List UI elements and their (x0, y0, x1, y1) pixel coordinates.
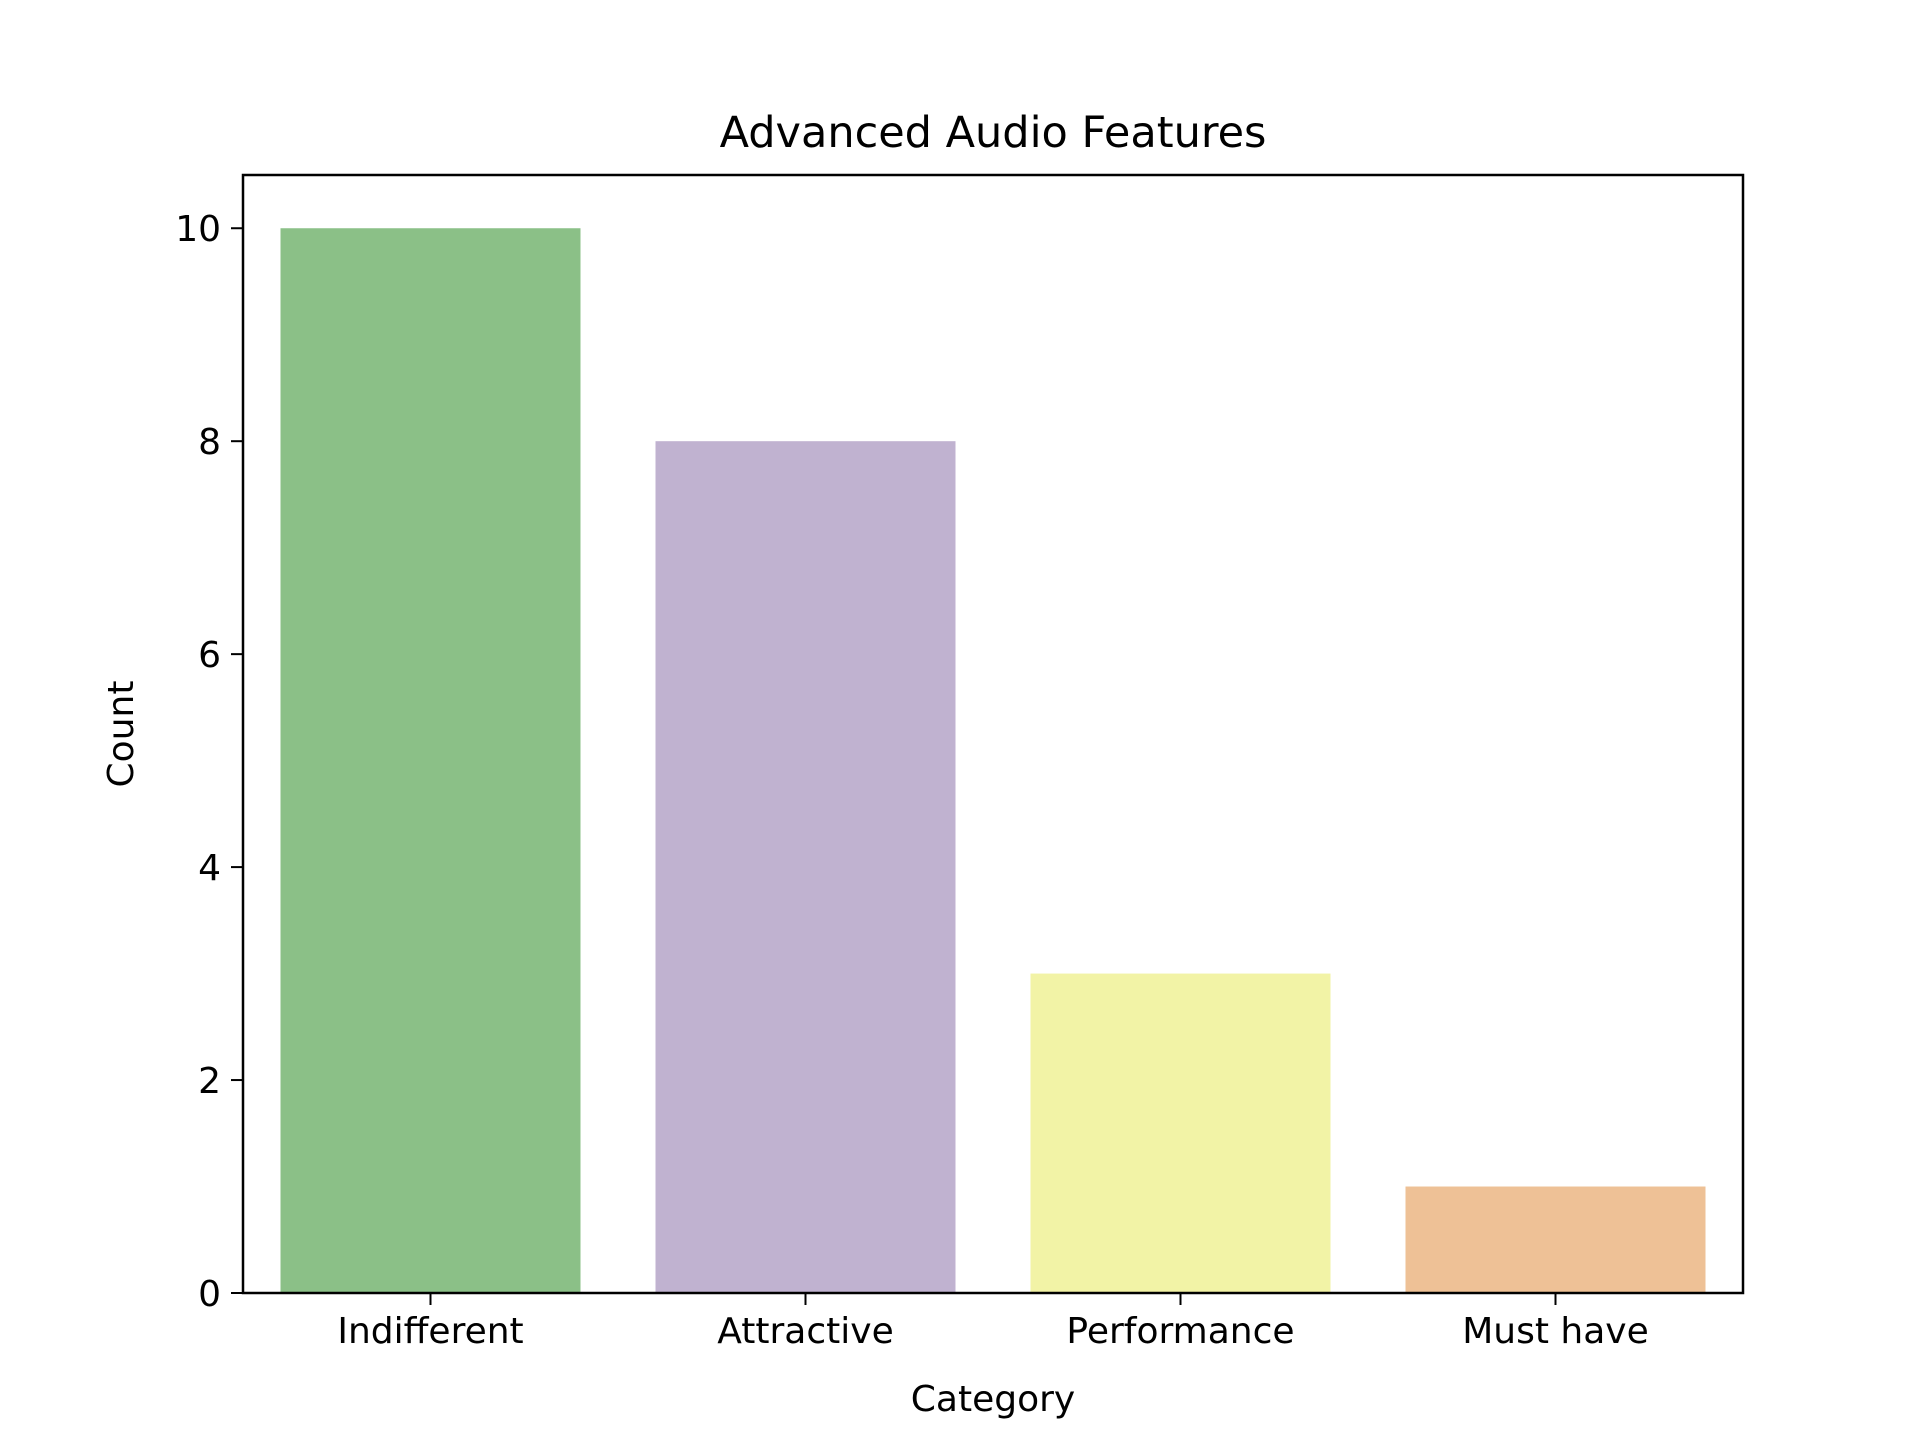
bar-indifferent (280, 228, 581, 1294)
bar-must-have (1405, 1186, 1706, 1293)
x-tick-label: Attractive (717, 1311, 893, 1352)
plot-frame (241, 173, 1745, 1295)
bar-performance (1030, 973, 1331, 1293)
y-axis-label: Count (101, 681, 142, 788)
y-tick-label: 10 (175, 209, 221, 250)
bar-attractive (655, 441, 956, 1293)
y-tick-label: 6 (198, 635, 221, 676)
chart-title: Advanced Audio Features (720, 108, 1267, 158)
y-tick-label: 4 (198, 848, 221, 889)
x-axis-label: Category (911, 1379, 1075, 1420)
x-axis-ticks: Indifferent Attractive Performance Must hav… (337, 1293, 1649, 1352)
bars-group (280, 228, 1706, 1294)
y-tick-label: 2 (198, 1061, 221, 1102)
x-tick-label: Indifferent (337, 1311, 523, 1352)
y-tick-label: 0 (198, 1274, 221, 1315)
x-tick-label: Performance (1066, 1311, 1294, 1352)
y-tick-label: 8 (198, 422, 221, 463)
x-tick-label: Must have (1462, 1311, 1649, 1352)
y-axis-ticks: 0 2 4 6 8 10 (175, 209, 243, 1315)
